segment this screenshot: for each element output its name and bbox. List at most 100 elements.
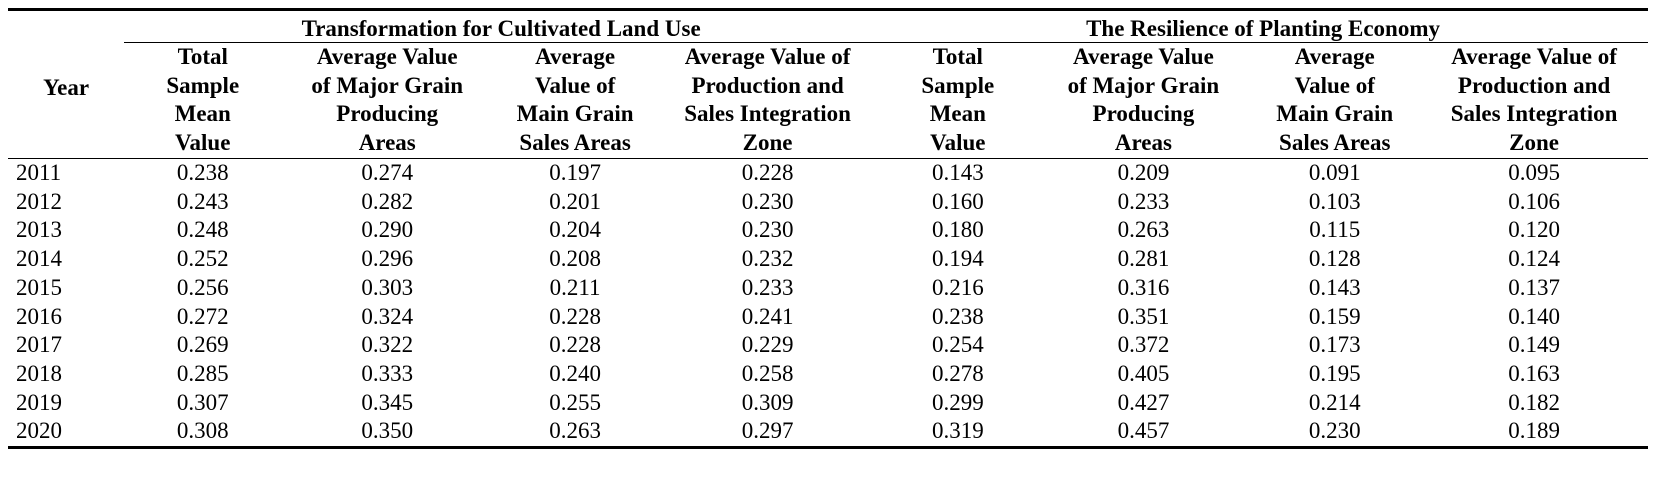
value-cell: 0.350 [281,417,494,450]
column-header-line: Average Value of [684,44,851,69]
column-header-line: Sample [166,72,240,98]
value-cell: 0.201 [549,188,601,214]
value-cell: 0.345 [361,389,414,415]
value-cell: 0.209 [1117,160,1170,185]
column-header-line: Main Grain [516,101,634,126]
value-cell: 0.106 [1508,188,1560,214]
table-row: 2019 0.307 0.345 0.255 0.309 0.299 0.427 0.214 0… [8,389,1648,418]
column-header-line: Mean [174,101,231,126]
table-row: 2016 0.272 0.324 0.228 0.241 0.238 0.351 0.159 0… [8,303,1648,332]
value-cell: 0.351 [1117,303,1170,329]
value-cell: 0.159 [1308,303,1361,329]
value-cell: 0.372 [1117,332,1170,358]
value-cell: 0.216 [931,274,984,300]
table-row: 2013 0.248 0.290 0.204 0.230 0.180 0.263 0.115 0… [8,216,1648,245]
year-column-header: Year [8,8,125,159]
column-header-line: Value of [534,72,616,98]
value-cell: 0.405 [1117,360,1170,386]
value-cell: 0.319 [878,417,1038,450]
year-cell: 2020 [8,417,125,450]
value-cell: 0.163 [1508,360,1560,386]
column-header-2: Average Value of Major Grain Producing Area… [281,42,494,159]
value-cell: 0.263 [493,417,658,450]
value-cell: 0.208 [549,246,601,272]
column-header-line: Sales Areas [519,129,631,155]
value-cell: 0.285 [176,360,229,386]
column-header-line: Total [177,44,228,69]
column-header-8: Average Value of Production and Sales Inte… [1420,42,1648,159]
column-header-line: Production and [1457,72,1611,98]
table-row: 2011 0.238 0.274 0.197 0.228 0.143 0.209 0.091 0… [8,159,1648,188]
value-cell: 0.211 [549,274,601,300]
column-header-line: Average Value of [1451,44,1617,69]
column-header-line: Main Grain [1276,101,1394,126]
value-cell: 0.282 [361,188,414,214]
value-cell: 0.255 [549,389,601,415]
column-header-1: Total Sample Mean Value [124,42,282,159]
value-cell: 0.143 [931,160,984,185]
value-cell: 0.238 [176,160,229,185]
value-cell: 0.230 [741,188,794,214]
column-header-line: Sales Areas [1279,129,1391,155]
value-cell: 0.309 [741,389,794,415]
column-header-6: Average Value of Major Grain Producing Area… [1037,42,1250,159]
value-cell: 0.254 [931,332,984,358]
column-header-line: Mean [929,101,986,126]
value-cell: 0.308 [124,417,282,450]
value-cell: 0.333 [361,360,414,386]
value-cell: 0.194 [931,246,984,272]
table-row: 2018 0.285 0.333 0.240 0.258 0.278 0.405 0.195 0… [8,360,1648,389]
data-table: Year Transformation for Cultivated Land … [8,8,1648,450]
value-cell: 0.233 [1117,188,1170,214]
value-cell: 0.124 [1508,246,1560,272]
value-cell: 0.263 [1117,217,1170,243]
column-header-line: Producing [1092,101,1195,126]
value-cell: 0.228 [549,332,601,358]
table-row: 2012 0.243 0.282 0.201 0.230 0.160 0.233 0.103 0… [8,188,1648,217]
column-header-line: Total [932,44,983,69]
value-cell: 0.238 [931,303,984,329]
value-cell: 0.296 [361,246,414,272]
column-header-line: Areas [1114,129,1172,155]
value-cell: 0.140 [1508,303,1560,329]
value-cell: 0.160 [931,188,984,214]
value-cell: 0.272 [176,303,229,329]
year-cell: 2019 [16,389,62,415]
year-cell: 2018 [16,360,62,386]
value-cell: 0.230 [1249,417,1421,450]
column-header-line: Average Value [316,44,458,69]
column-header-line: Value [930,129,986,155]
value-cell: 0.241 [741,303,794,329]
value-cell: 0.091 [1308,160,1361,185]
table-row: 2015 0.256 0.303 0.211 0.233 0.216 0.316 0.143 0… [8,274,1648,303]
value-cell: 0.197 [549,160,601,185]
column-header-line: Producing [336,101,439,126]
sub-header-row: Total Sample Mean Value Average Value of Majo… [8,42,1648,159]
table-header: Year Transformation for Cultivated Land … [8,8,1648,159]
column-header-line: Average Value [1073,44,1214,69]
group-header-cultivated-land: Transformation for Cultivated Land Use [124,8,879,43]
value-cell: 0.149 [1508,332,1560,358]
column-header-line: of Major Grain [311,72,464,98]
value-cell: 0.243 [176,188,229,214]
value-cell: 0.281 [1117,246,1170,272]
table-body: 2011 0.238 0.274 0.197 0.228 0.143 0.209 0.091 0… [8,159,1648,450]
value-cell: 0.322 [361,332,414,358]
column-header-line: Value [175,129,231,155]
value-cell: 0.278 [931,360,984,386]
value-cell: 0.103 [1308,188,1361,214]
group-header-planting-economy: The Resilience of Planting Economy [878,8,1648,43]
value-cell: 0.095 [1508,160,1560,185]
value-cell: 0.229 [741,332,794,358]
value-cell: 0.228 [549,303,601,329]
value-cell: 0.137 [1508,274,1560,300]
value-cell: 0.128 [1308,246,1361,272]
value-cell: 0.252 [176,246,229,272]
column-header-3: Average Value of Main Grain Sales Areas [493,42,658,159]
year-cell: 2011 [16,160,62,185]
column-header-5: Total Sample Mean Value [878,42,1038,159]
value-cell: 0.173 [1308,332,1361,358]
column-header-line: Zone [742,129,793,155]
value-cell: 0.182 [1508,389,1560,415]
value-cell: 0.269 [176,332,229,358]
